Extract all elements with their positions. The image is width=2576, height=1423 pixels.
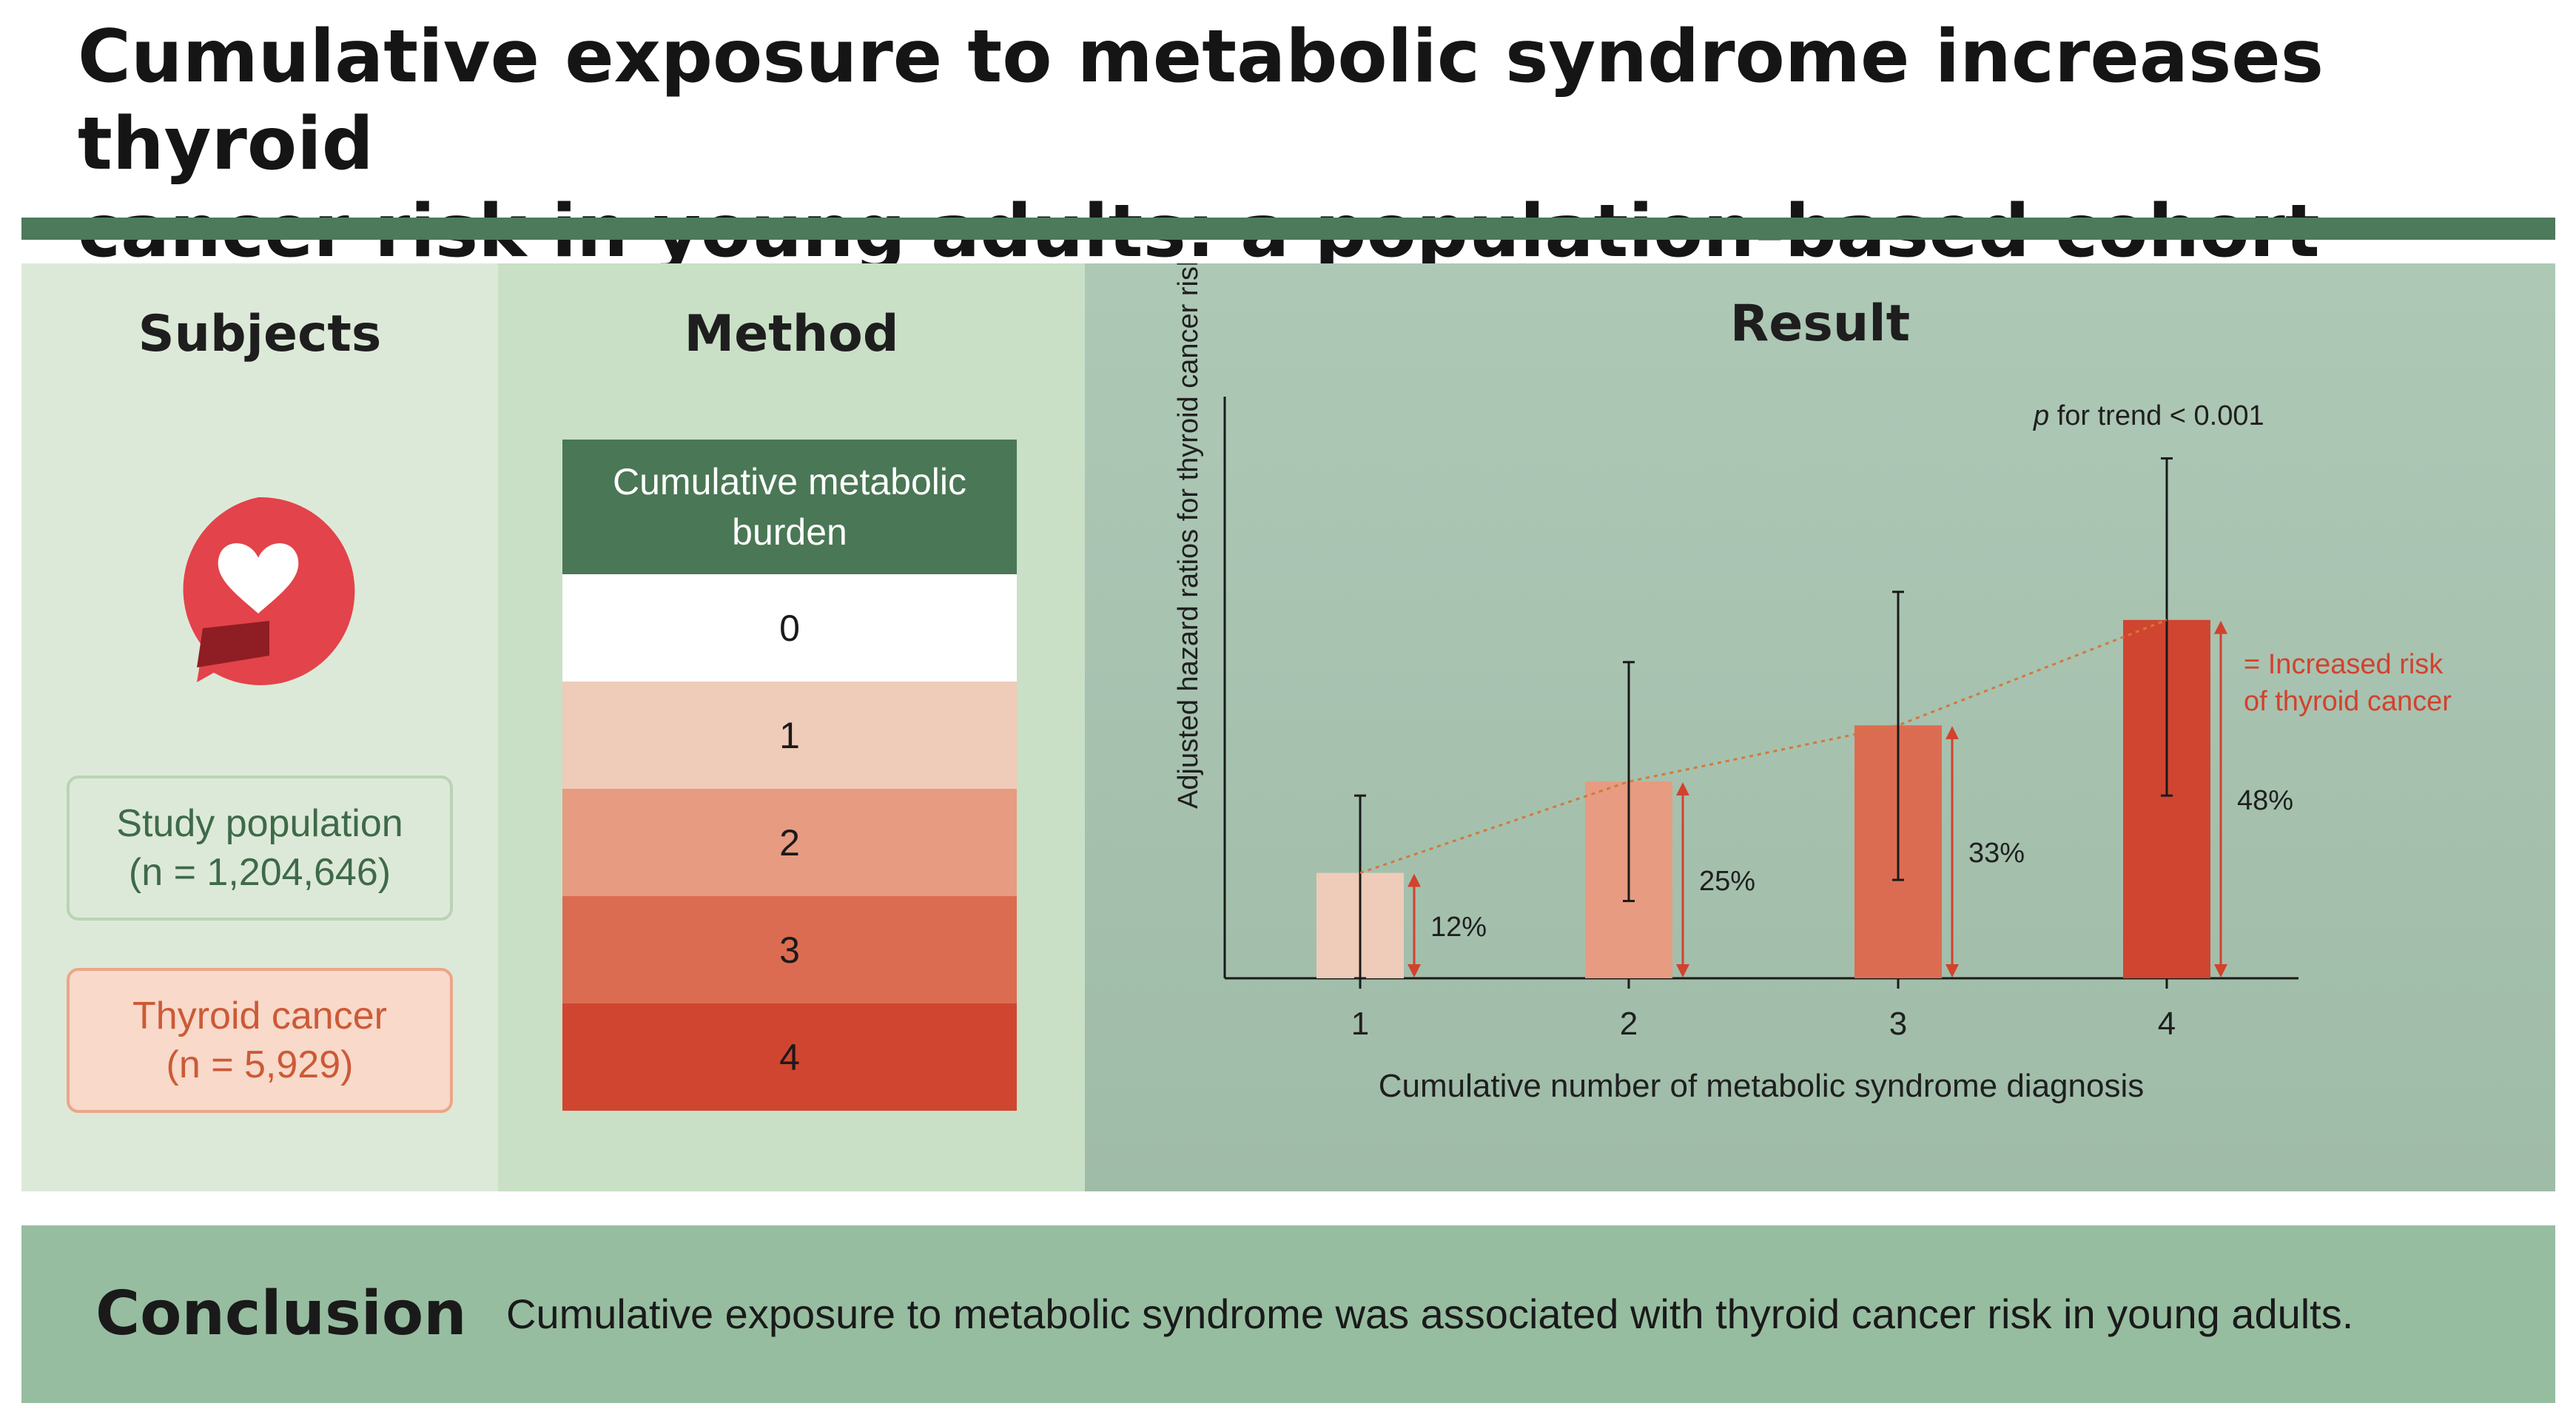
burden-row-0: 0 (562, 574, 1017, 682)
increase-label-1: 12% (1430, 912, 1487, 943)
study-population-count: (n = 1,204,646) (128, 851, 391, 894)
result-heading: Result (1729, 295, 1911, 353)
thyroid-cancer-count: (n = 5,929) (166, 1043, 354, 1086)
conclusion-label: Conclusion (95, 1279, 467, 1349)
title-line-1: Cumulative exposure to metabolic syndrom… (78, 15, 2324, 186)
heart-speech-bubble-icon (183, 497, 355, 685)
y-axis-label: Adjusted hazard ratios for thyroid cance… (1173, 263, 1204, 809)
increase-label-3: 33% (1968, 838, 2025, 869)
x-tick-label-3: 3 (1889, 1006, 1907, 1042)
p-trend-annotation: p for trend < 0.001 (2033, 400, 2264, 431)
increase-label-4: 48% (2237, 785, 2293, 816)
x-tick-label-4: 4 (2158, 1006, 2176, 1042)
conclusion-text: Cumulative exposure to metabolic syndrom… (506, 1291, 2354, 1337)
increase-label-2: 25% (1699, 866, 1755, 897)
x-tick-label-1: 1 (1351, 1006, 1369, 1042)
x-tick-label-2: 2 (1620, 1006, 1638, 1042)
burden-table-header: Cumulative metabolic burden (562, 440, 1017, 574)
thyroid-cancer-box: Thyroid cancer (n = 5,929) (67, 968, 453, 1113)
hazard-ratio-chart: 1 12% 2 25% 3 33% 4 48% Adjusted hazard ratios … (1173, 263, 2452, 1104)
burden-row-2: 2 (562, 789, 1017, 896)
study-population-box: Study population (n = 1,204,646) (67, 776, 453, 921)
burden-row-3: 3 (562, 896, 1017, 1003)
x-axis-label: Cumulative number of metabolic syndrome … (1379, 1068, 2145, 1104)
burden-row-1: 1 (562, 682, 1017, 789)
burden-table: Cumulative metabolic burden 0 1 2 3 4 (562, 440, 1017, 1111)
legend-line-2: of thyroid cancer (2244, 686, 2452, 717)
legend-line-1: = Increased risk (2244, 649, 2444, 680)
trend-line (1359, 619, 2168, 875)
method-heading: Method (684, 305, 899, 363)
title-divider (21, 218, 2555, 240)
conclusion-bar: Conclusion Cumulative exposure to metabo… (21, 1225, 2555, 1403)
study-population-label: Study population (116, 802, 403, 845)
burden-row-4: 4 (562, 1003, 1017, 1111)
subjects-heading: Subjects (138, 305, 382, 363)
thyroid-cancer-label: Thyroid cancer (132, 995, 387, 1037)
result-panel: Result 1 12% 2 25% 3 33% 4 48% Adjusted hazard … (1085, 263, 2555, 1191)
